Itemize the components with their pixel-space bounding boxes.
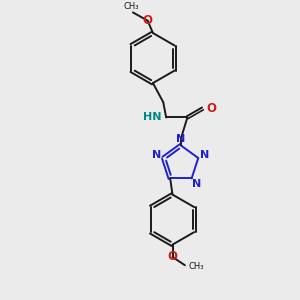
Text: O: O (206, 102, 216, 115)
Text: N: N (192, 179, 202, 189)
Text: N: N (152, 150, 162, 160)
Text: CH₃: CH₃ (188, 262, 204, 271)
Text: N: N (176, 134, 185, 144)
Text: HN: HN (143, 112, 162, 122)
Text: O: O (167, 250, 178, 263)
Text: CH₃: CH₃ (124, 2, 139, 11)
Text: N: N (200, 150, 209, 160)
Text: O: O (142, 14, 153, 27)
